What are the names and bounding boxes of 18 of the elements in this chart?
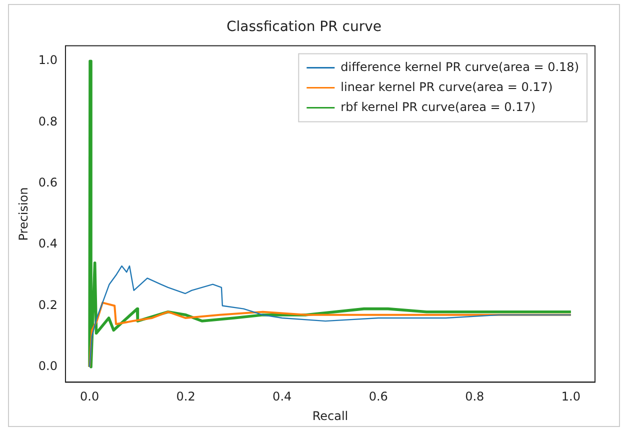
- x-tick-label: 0.6: [368, 390, 388, 404]
- chart-title: Classfication PR curve: [226, 19, 382, 36]
- y-tick-label: 0.2: [38, 298, 58, 312]
- y-tick-label: 1.0: [38, 53, 58, 68]
- x-tick-label: 0.0: [80, 390, 100, 404]
- legend-label: linear kernel PR curve(area = 0.17): [340, 80, 553, 94]
- x-tick-label: 0.4: [272, 390, 292, 404]
- legend-label: rbf kernel PR curve(area = 0.17): [340, 100, 536, 114]
- x-axis-title: Recall: [312, 408, 348, 423]
- y-tick-label: 0.8: [38, 114, 58, 128]
- y-tick-label: 0.0: [38, 359, 58, 374]
- legend-label: difference kernel PR curve(area = 0.18): [340, 60, 580, 74]
- y-axis-title: Precision: [16, 187, 30, 241]
- x-tick-label: 0.8: [465, 390, 484, 404]
- y-tick-label: 0.6: [38, 176, 58, 190]
- x-tick-label: 0.2: [176, 390, 196, 404]
- x-tick-label: 1.0: [561, 390, 580, 404]
- y-tick-label: 0.4: [38, 236, 58, 251]
